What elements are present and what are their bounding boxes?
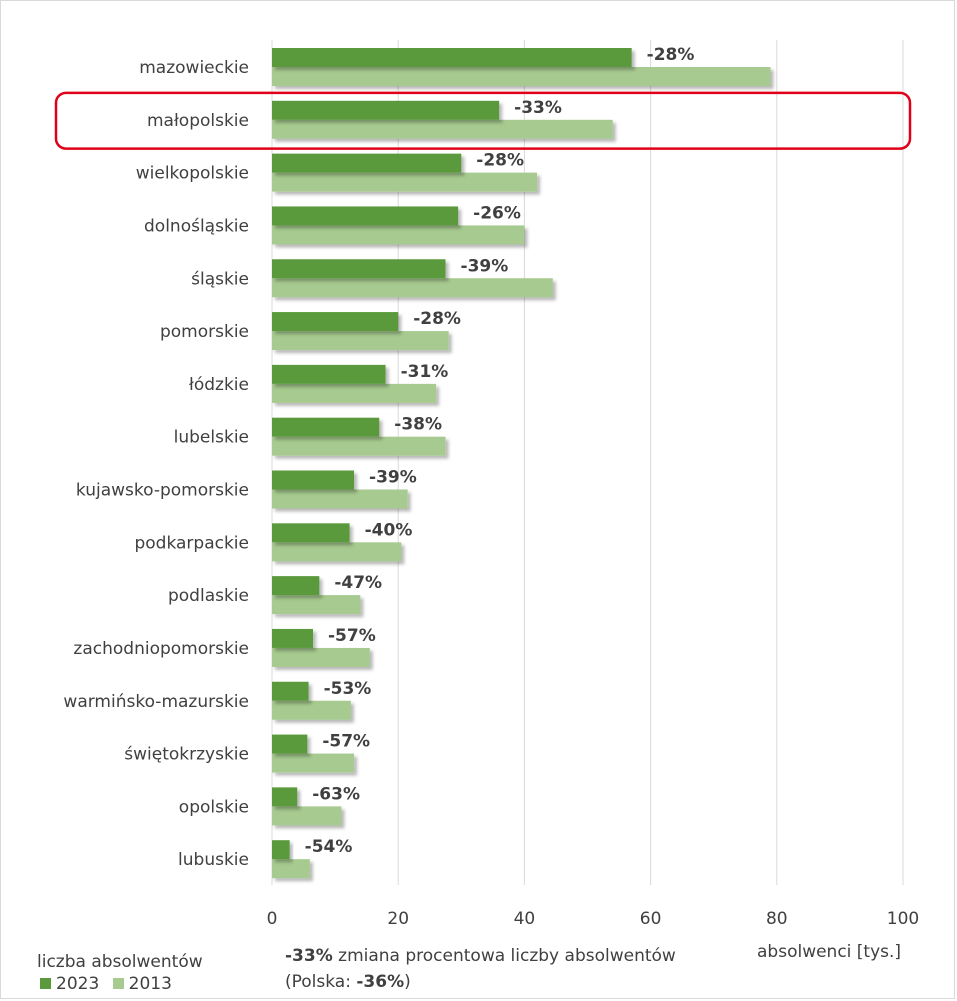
bar-2023 xyxy=(272,681,309,701)
note-prefix: (Polska: xyxy=(285,972,357,992)
bar-2013 xyxy=(272,489,408,509)
legend-label-2023: 2023 xyxy=(56,974,100,994)
pct-change-label: -28% xyxy=(476,151,524,171)
pct-change-label: -57% xyxy=(328,626,376,646)
bar-2023 xyxy=(272,628,314,648)
bar-2013 xyxy=(272,700,351,720)
category-label: lubuskie xyxy=(178,850,249,870)
x-tick-label: 0 xyxy=(267,909,278,929)
bar-2013 xyxy=(272,647,370,667)
category-label: łódzkie xyxy=(189,375,249,395)
note-suffix: ) xyxy=(404,972,411,992)
legend-label-2013: 2013 xyxy=(128,974,172,994)
percent-labels: -28% -33% -28% -26% -39% -28% -31% -38% -39% -40%… xyxy=(305,45,695,857)
pct-change-label: -40% xyxy=(365,520,413,540)
bar-2023 xyxy=(272,100,500,120)
bar-2013 xyxy=(272,595,361,615)
bar-2013 xyxy=(272,753,355,773)
bar-2013 xyxy=(272,806,342,826)
pct-change-label: -57% xyxy=(322,732,370,752)
bar-2023 xyxy=(272,523,350,543)
bar-2013 xyxy=(272,278,553,298)
pct-change-label: -26% xyxy=(473,203,521,223)
category-label: małopolskie xyxy=(147,111,249,131)
bar-2013 xyxy=(272,172,538,192)
category-labels: mazowieckie małopolskie wielkopolskie dolno… xyxy=(63,58,249,870)
pct-change-label: -38% xyxy=(394,415,442,435)
bar-2023 xyxy=(272,734,308,754)
category-label: opolskie xyxy=(179,797,249,817)
bar-2013 xyxy=(272,331,449,351)
highlight-box xyxy=(54,91,912,150)
legend: 2023 2013 xyxy=(40,974,172,994)
category-label: wielkopolskie xyxy=(136,164,249,184)
pct-change-label: -39% xyxy=(369,468,417,488)
note-text: zmiana procentowa liczby absolwentów xyxy=(332,946,676,966)
x-tick-label: 80 xyxy=(766,909,788,929)
bar-2013 xyxy=(272,67,771,86)
bar-2023 xyxy=(272,576,320,596)
bar-2023 xyxy=(272,312,399,332)
note-line-2: (Polska: -36%) xyxy=(285,972,411,992)
x-tick-label: 100 xyxy=(887,909,919,929)
pct-change-label: -28% xyxy=(413,309,461,329)
pct-change-label: -33% xyxy=(514,98,562,118)
bar-2023 xyxy=(272,259,446,279)
bar-2023 xyxy=(272,417,380,437)
bar-2023 xyxy=(272,206,459,226)
legend-swatch-2023 xyxy=(40,978,51,989)
bar-2023 xyxy=(272,787,298,807)
highlight-malopolskie-box xyxy=(54,91,912,150)
category-label: pomorskie xyxy=(160,322,249,342)
x-tick-label: 40 xyxy=(514,909,536,929)
bar-2013 xyxy=(272,225,525,245)
x-tick-labels: 0 20 40 60 80 100 xyxy=(267,909,920,929)
x-tick-label: 60 xyxy=(640,909,662,929)
bar-2013 xyxy=(272,436,446,456)
category-label: podlaskie xyxy=(168,586,249,606)
pct-change-label: -47% xyxy=(334,573,382,593)
category-label: podkarpackie xyxy=(134,533,249,553)
bar-2023 xyxy=(272,470,355,490)
pct-change-label: -53% xyxy=(324,679,372,699)
category-label: świętokrzyskie xyxy=(124,745,249,765)
bar-2023 xyxy=(272,364,386,384)
bars xyxy=(272,48,771,879)
x-axis-title: absolwenci [tys.] xyxy=(757,942,902,962)
category-label: dolnośląskie xyxy=(144,216,249,236)
note-line-1: -33% zmiana procentowa liczby absolwentó… xyxy=(285,946,676,966)
pct-change-label: -28% xyxy=(647,45,695,65)
category-label: lubelskie xyxy=(174,428,249,448)
bar-2023 xyxy=(272,153,462,173)
bar-2023 xyxy=(272,840,290,860)
legend-item-2013: 2013 xyxy=(112,974,172,994)
category-label: warmińsko-mazurskie xyxy=(63,692,249,712)
legend-title: liczba absolwentów xyxy=(37,952,203,972)
legend-swatch-2013 xyxy=(112,978,124,989)
pct-change-label: -31% xyxy=(401,362,449,382)
legend-item-2023: 2023 xyxy=(40,974,99,994)
note-pct: -33% xyxy=(285,946,333,966)
category-label: śląskie xyxy=(191,269,249,289)
category-label: kujawsko-pomorskie xyxy=(76,481,249,501)
bar-2013 xyxy=(272,859,310,879)
bar-2013 xyxy=(272,119,613,139)
pct-change-label: -39% xyxy=(461,256,509,276)
bar-2013 xyxy=(272,383,437,403)
category-label: mazowieckie xyxy=(139,58,249,78)
bar-2013 xyxy=(272,542,402,562)
x-tick-label: 20 xyxy=(387,909,409,929)
category-label: zachodniopomorskie xyxy=(73,639,249,659)
pct-change-label: -63% xyxy=(312,784,360,804)
pct-change-label: -54% xyxy=(305,837,353,857)
bar-2023 xyxy=(272,48,632,67)
note-poland-pct: -36% xyxy=(356,972,405,992)
